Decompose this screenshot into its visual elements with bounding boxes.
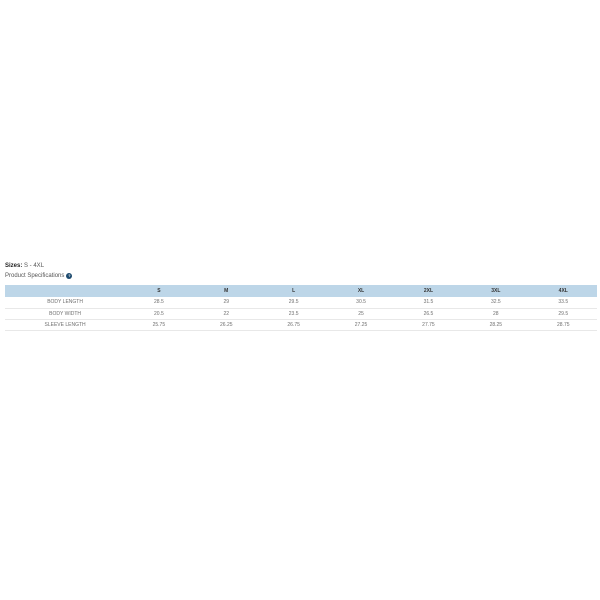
table-cell: 26.5 (394, 308, 463, 320)
product-spec-section: Sizes: S - 4XL Product Specifications ? … (5, 262, 597, 331)
column-header-2xl: 2XL (394, 285, 463, 297)
table-cell: 26.25 (192, 319, 260, 331)
column-header-4xl: 4XL (529, 285, 597, 297)
row-label: BODY WIDTH (5, 308, 126, 320)
product-specifications-heading: Product Specifications ? (5, 272, 597, 280)
sizes-line: Sizes: S - 4XL (5, 262, 597, 270)
size-spec-table: S M L XL 2XL 3XL 4XL BODY LENGTH 28.5 29… (5, 285, 597, 331)
table-row-body-length: BODY LENGTH 28.5 29 29.5 30.5 31.5 32.5 … (5, 297, 597, 309)
table-cell: 27.25 (327, 319, 395, 331)
table-cell: 23.5 (259, 308, 328, 320)
column-header-m: M (192, 285, 260, 297)
row-label: BODY LENGTH (5, 297, 126, 309)
table-header-row: S M L XL 2XL 3XL 4XL (5, 285, 597, 297)
table-cell: 29.5 (529, 308, 597, 320)
table-cell: 28 (462, 308, 530, 320)
info-icon[interactable]: ? (66, 273, 73, 279)
table-cell: 25.75 (125, 319, 193, 331)
table-cell: 20.5 (125, 308, 193, 320)
size-spec-table-header: S M L XL 2XL 3XL 4XL (5, 285, 597, 297)
column-header-s: S (125, 285, 193, 297)
size-spec-table-body: BODY LENGTH 28.5 29 29.5 30.5 31.5 32.5 … (5, 297, 597, 331)
table-row-sleeve-length: SLEEVE LENGTH 25.75 26.25 26.75 27.25 27… (5, 319, 597, 331)
table-cell: 28.25 (462, 319, 530, 331)
table-cell: 29.5 (259, 297, 328, 309)
column-header-l: L (259, 285, 328, 297)
sizes-value: S - 4XL (24, 263, 45, 269)
table-cell: 22 (192, 308, 260, 320)
column-header-empty (5, 285, 126, 297)
column-header-xl: XL (327, 285, 395, 297)
table-cell: 33.5 (529, 297, 597, 309)
table-cell: 26.75 (259, 319, 328, 331)
product-specifications-title: Product Specifications (5, 273, 65, 279)
table-cell: 32.5 (462, 297, 530, 309)
table-cell: 25 (327, 308, 395, 320)
table-cell: 31.5 (394, 297, 463, 309)
table-cell: 29 (192, 297, 260, 309)
row-label: SLEEVE LENGTH (5, 319, 126, 331)
table-cell: 28.5 (125, 297, 193, 309)
table-cell: 28.75 (529, 319, 597, 331)
table-cell: 30.5 (327, 297, 395, 309)
sizes-label: Sizes: (5, 263, 23, 269)
column-header-3xl: 3XL (462, 285, 530, 297)
table-row-body-width: BODY WIDTH 20.5 22 23.5 25 26.5 28 29.5 (5, 308, 597, 320)
table-cell: 27.75 (394, 319, 463, 331)
